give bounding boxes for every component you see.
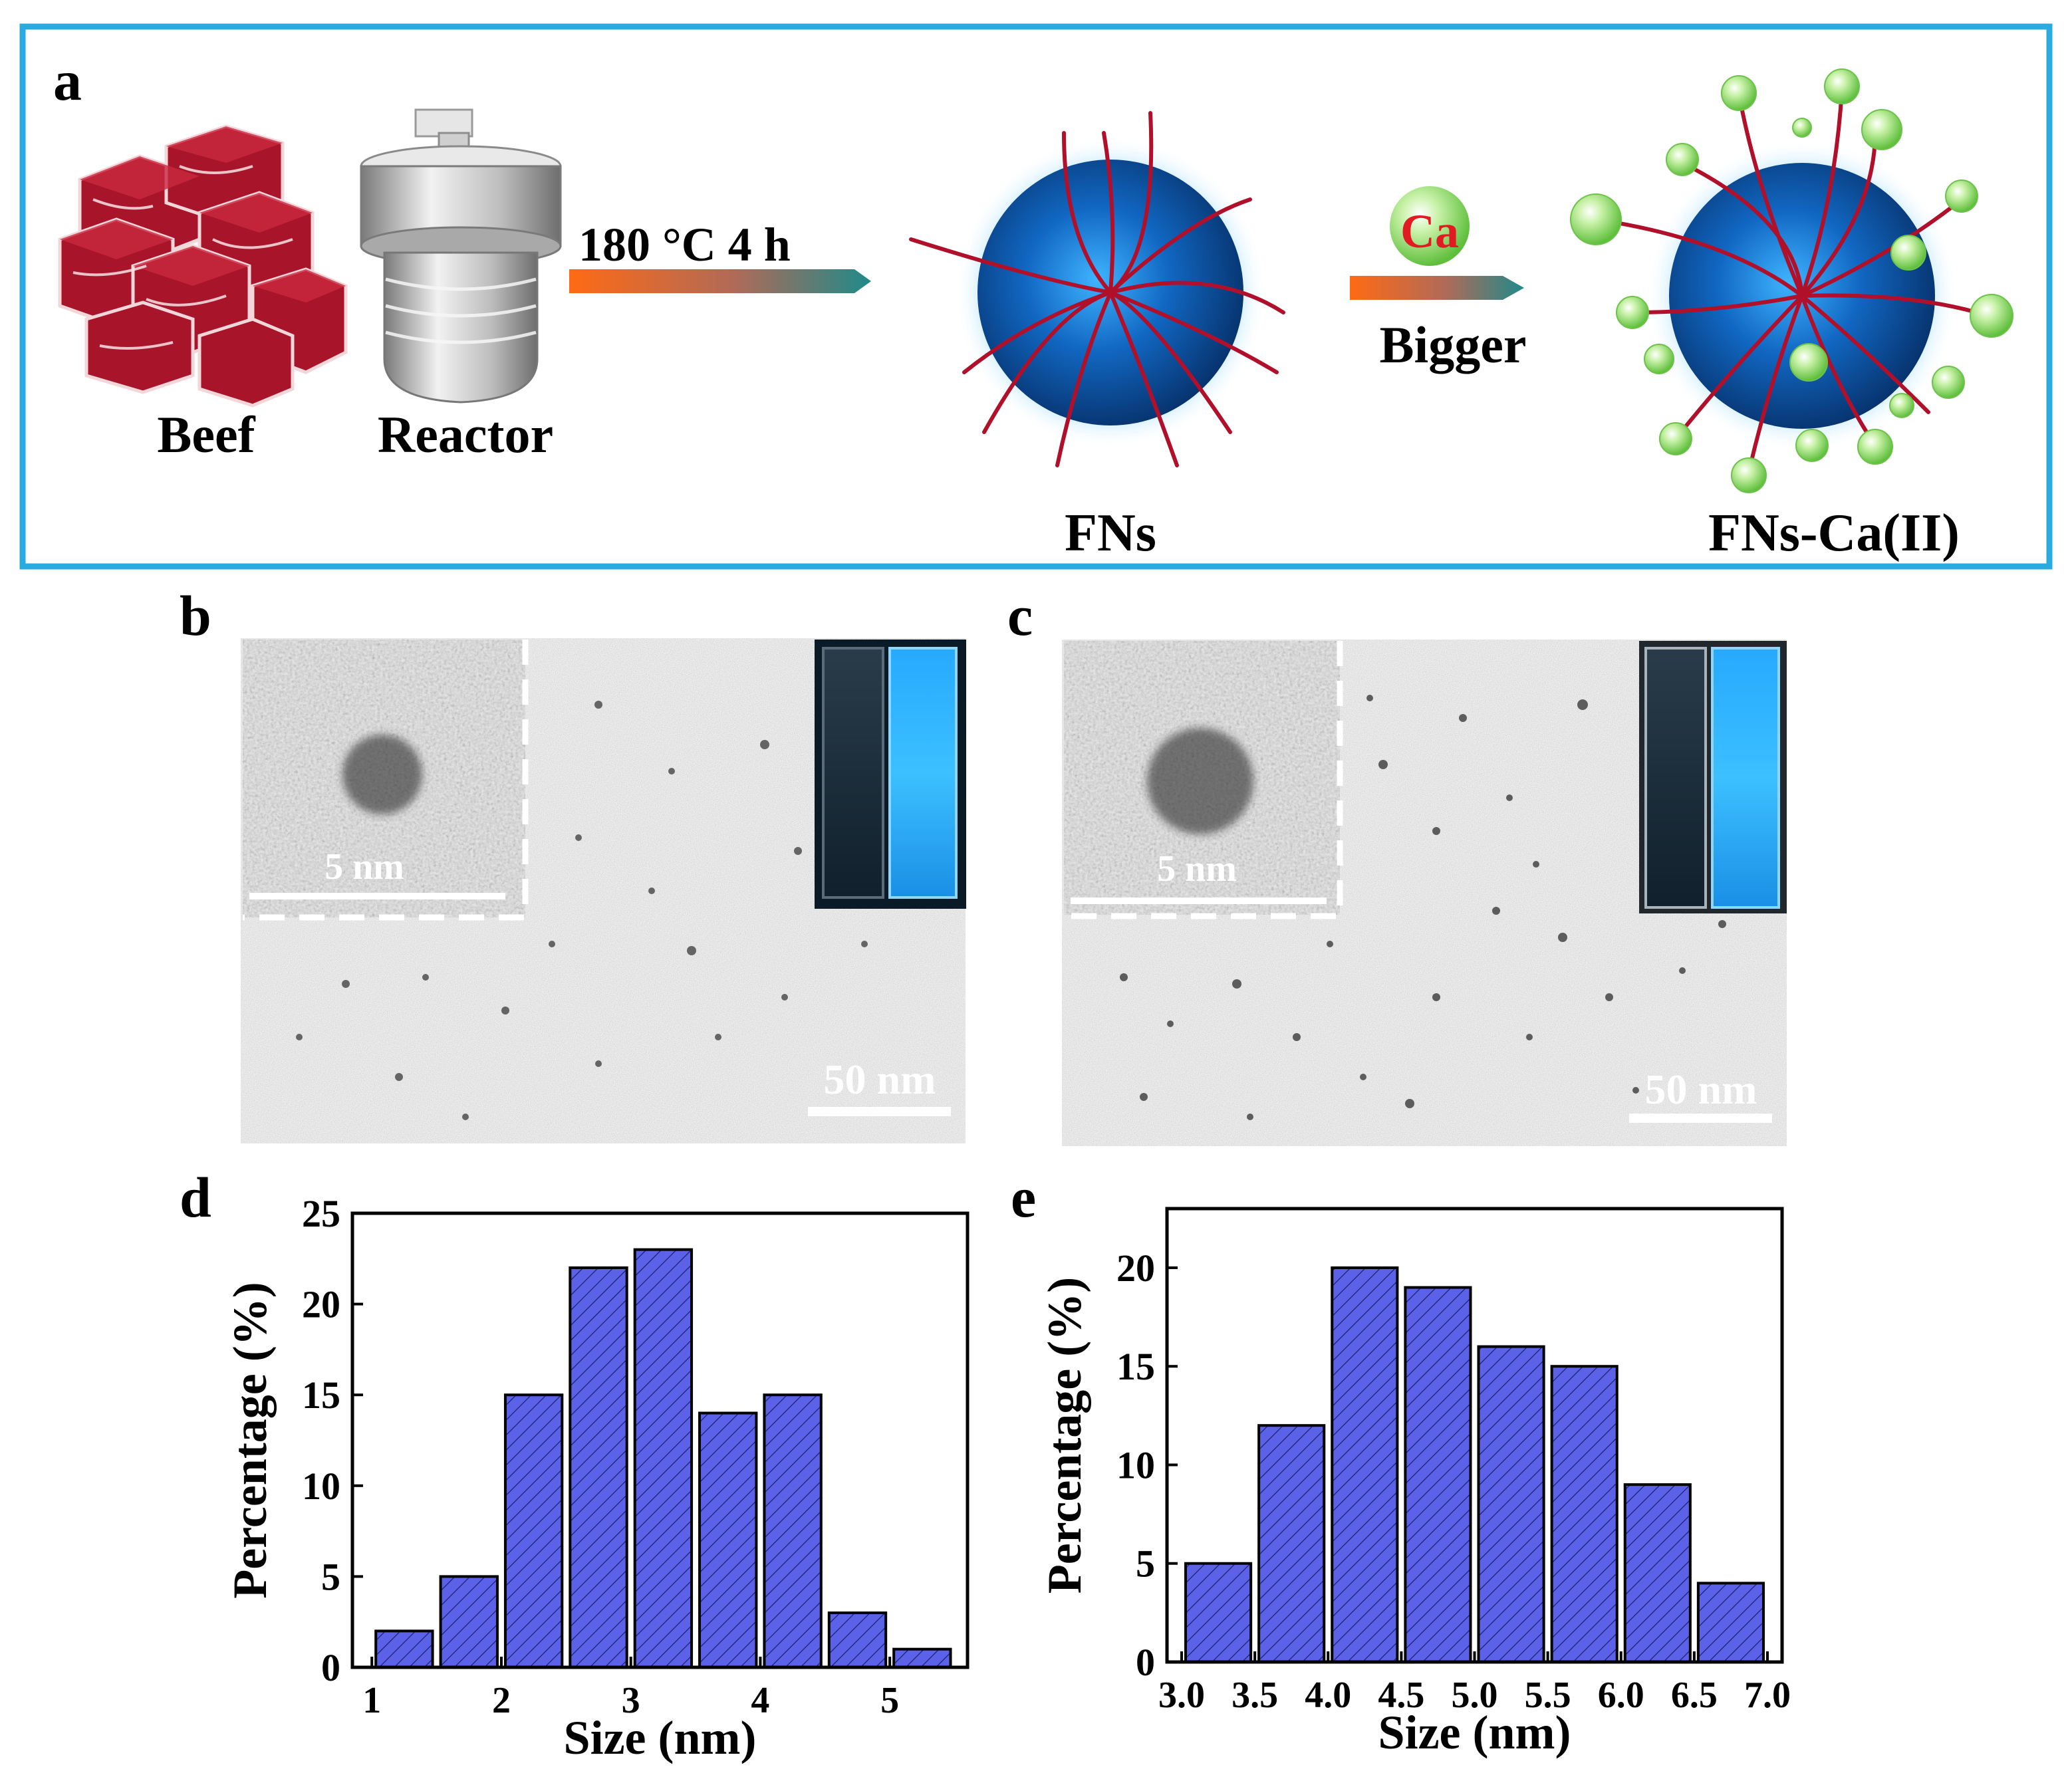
panel-c-label: c <box>1007 584 1033 648</box>
panel-a: a <box>19 23 2053 570</box>
y-tick-label: 0 <box>1136 1641 1155 1684</box>
histogram-bar <box>1550 1365 1619 1663</box>
histogram-bar <box>569 1266 628 1669</box>
inset-scale-label-b: 5 nm <box>324 846 404 888</box>
fns-nanoparticle <box>909 111 1285 467</box>
fns-ca-label: FNs-Ca(II) <box>1708 504 1960 562</box>
histogram-bar <box>1184 1562 1253 1663</box>
panel-b: b 5 nm 50 nm <box>180 584 966 1143</box>
histogram-e: 0 5 10 15 20 3.0 3.5 4.0 4.5 5.0 5.5 6.0 6.5 7.0 Size … <box>1038 1207 1791 1759</box>
x-tick-label: 6.5 <box>1671 1675 1718 1716</box>
histogram-bar <box>698 1411 758 1669</box>
x-tick-label: 2 <box>492 1680 511 1721</box>
tem-dots-b <box>296 701 868 1120</box>
x-tick-label: 7.0 <box>1744 1675 1791 1716</box>
histogram-d: 0 5 10 15 20 25 1 2 3 4 5 Size (nm) Percentage (%) <box>223 1192 970 1764</box>
inset-scale-bar-c <box>1071 897 1327 904</box>
cuvette-dark-c <box>1644 647 1707 909</box>
arrow-step1 <box>569 269 871 293</box>
ca-ball <box>1390 186 1470 266</box>
y-tick-label: 25 <box>302 1192 340 1235</box>
y-tick-label: 10 <box>302 1465 340 1508</box>
y-tick-label: 15 <box>302 1373 340 1417</box>
panel-e-label: e <box>1011 1165 1036 1229</box>
x-tick-label: 3.5 <box>1231 1675 1278 1716</box>
histogram-bar <box>1477 1345 1545 1663</box>
histogram-bar <box>439 1575 499 1669</box>
main-scale-label-b: 50 nm <box>824 1056 936 1103</box>
y-axis-label: Percentage (%) <box>1038 1277 1091 1594</box>
histogram-bar <box>503 1393 564 1669</box>
x-axis-label: Size (nm) <box>564 1711 757 1764</box>
main-scale-bar-b <box>808 1107 951 1116</box>
panel-c: c 5 nm 50 nm <box>1007 584 1787 1146</box>
panel-b-label: b <box>180 584 211 648</box>
main-scale-bar-c <box>1629 1114 1772 1123</box>
panel-a-border <box>19 23 2053 570</box>
inset-scale-label-c: 5 nm <box>1157 848 1237 890</box>
plot-frame <box>350 1211 970 1669</box>
histogram-bar <box>892 1647 952 1669</box>
fns-label: FNs <box>1065 504 1156 562</box>
histogram-bar <box>827 1611 888 1669</box>
beef-label: Beef <box>157 406 255 463</box>
y-tick-label: 15 <box>1116 1345 1155 1388</box>
x-tick-label: 3.0 <box>1158 1675 1205 1716</box>
histogram-bar <box>1696 1582 1765 1664</box>
histogram-bar <box>633 1248 694 1669</box>
reactor-illustration <box>360 108 562 404</box>
x-tick-label: 5 <box>880 1680 899 1721</box>
arrow-step2 <box>1350 276 1524 300</box>
x-tick-label: 4.5 <box>1378 1675 1424 1716</box>
fns-ca-nanoparticle <box>1570 68 2013 493</box>
ca-symbol: Ca <box>1400 205 1459 258</box>
inset-scale-bar-b <box>249 893 505 899</box>
cuvette-dark-b <box>822 647 884 899</box>
x-tick-label: 3 <box>622 1680 640 1721</box>
histogram-bar <box>1623 1483 1692 1663</box>
main-scale-label-c: 50 nm <box>1645 1066 1757 1113</box>
y-tick-label: 20 <box>302 1283 340 1326</box>
histogram-bar <box>1331 1266 1399 1663</box>
y-tick-label: 5 <box>1136 1542 1155 1586</box>
y-tick-label: 0 <box>321 1646 340 1689</box>
step2-label: Bigger <box>1380 316 1527 374</box>
histogram-bar <box>374 1629 434 1669</box>
y-tick-label: 20 <box>1116 1247 1155 1290</box>
panel-d-label: d <box>180 1165 211 1229</box>
step1-condition: 180 °C 4 h <box>579 218 791 271</box>
histogram-bar <box>763 1393 823 1669</box>
x-axis-label: Size (nm) <box>1378 1706 1571 1759</box>
reactor-label: Reactor <box>378 406 553 463</box>
beef-cubes-illustration <box>58 124 348 408</box>
x-tick-label: 5.5 <box>1525 1675 1571 1716</box>
histogram-bar <box>1404 1286 1472 1663</box>
x-tick-label: 5.0 <box>1452 1675 1498 1716</box>
y-tick-label: 10 <box>1116 1443 1155 1486</box>
y-tick-label: 5 <box>321 1555 340 1598</box>
cuvette-blue-b <box>888 647 958 899</box>
x-tick-label: 1 <box>362 1680 381 1721</box>
histogram-bar <box>1257 1424 1326 1663</box>
cuvette-blue-c <box>1711 647 1780 909</box>
x-tick-label: 4.0 <box>1305 1675 1351 1716</box>
y-axis-label: Percentage (%) <box>223 1282 277 1598</box>
tem-dots-c <box>1120 695 1726 1120</box>
x-tick-label: 4 <box>751 1680 769 1721</box>
x-tick-label: 6.0 <box>1598 1675 1644 1716</box>
panel-a-label: a <box>53 49 82 112</box>
